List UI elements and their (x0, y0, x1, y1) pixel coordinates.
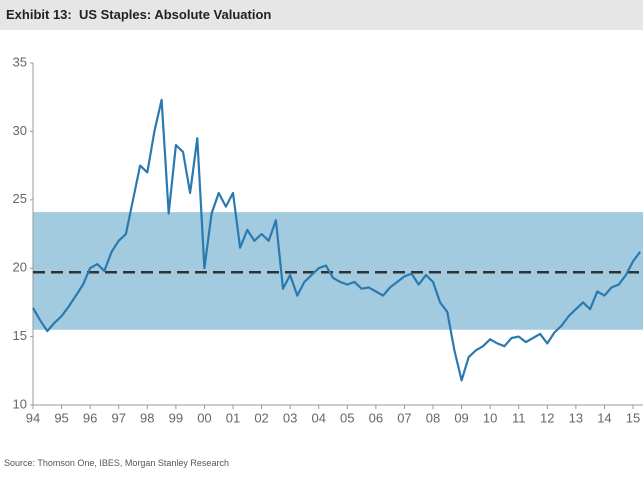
x-tick-label: 96 (83, 410, 97, 425)
shaded-range (33, 212, 643, 330)
y-tick-label: 10 (13, 396, 27, 411)
y-tick-label: 30 (13, 123, 27, 138)
y-tick-label: 20 (13, 260, 27, 275)
x-tick-label: 02 (254, 410, 268, 425)
x-tick-label: 01 (226, 410, 240, 425)
x-tick-label: 97 (111, 410, 125, 425)
y-tick-label: 15 (13, 328, 27, 343)
x-tick-label: 12 (540, 410, 554, 425)
header-bar (0, 0, 643, 30)
y-tick-label: 25 (13, 191, 27, 206)
x-tick-label: 15 (626, 410, 640, 425)
x-tick-label: 09 (454, 410, 468, 425)
x-tick-label: 08 (426, 410, 440, 425)
x-tick-label: 03 (283, 410, 297, 425)
x-tick-label: 07 (397, 410, 411, 425)
x-tick-label: 99 (169, 410, 183, 425)
y-tick-label: 35 (13, 54, 27, 69)
x-tick-label: 06 (369, 410, 383, 425)
x-tick-label: 13 (569, 410, 583, 425)
x-tick-label: 10 (483, 410, 497, 425)
x-tick-label: 95 (54, 410, 68, 425)
x-tick-label: 94 (26, 410, 40, 425)
x-tick-label: 11 (512, 410, 526, 425)
x-tick-label: 04 (311, 410, 325, 425)
chart-title: Exhibit 13: US Staples: Absolute Valuati… (6, 7, 272, 22)
source-note: Source: Thomson One, IBES, Morgan Stanle… (4, 458, 229, 468)
data-line (32, 98, 641, 382)
x-tick-label: 05 (340, 410, 354, 425)
x-tick-label: 14 (597, 410, 611, 425)
x-tick-label: 00 (197, 410, 211, 425)
x-tick-label: 98 (140, 410, 154, 425)
